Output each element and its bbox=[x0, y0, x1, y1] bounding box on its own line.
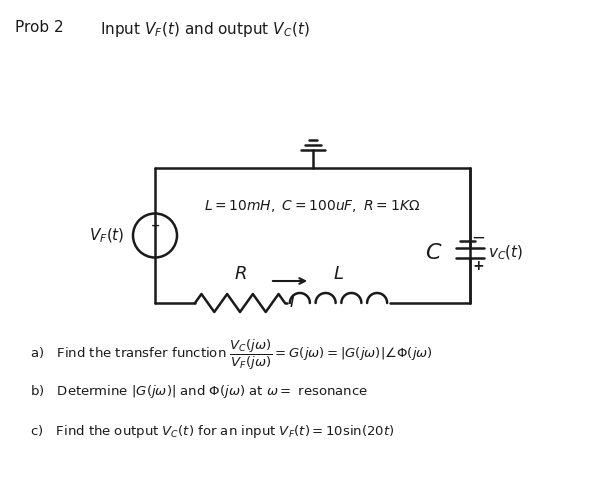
Text: $V_F(t)$: $V_F(t)$ bbox=[89, 226, 125, 245]
Text: Input $V_F(t)$ and output $V_C(t)$: Input $V_F(t)$ and output $V_C(t)$ bbox=[100, 20, 309, 39]
Text: $C$: $C$ bbox=[425, 243, 442, 263]
Text: $I$: $I$ bbox=[289, 293, 295, 311]
Text: −: − bbox=[471, 229, 485, 247]
Text: +: + bbox=[151, 220, 161, 230]
Text: $L=10mH,\ C=100uF,\ R=1K\Omega$: $L=10mH,\ C=100uF,\ R=1K\Omega$ bbox=[204, 198, 421, 214]
Text: b) Determine $|G(j\omega)|$ and $\Phi(j\omega)$ at $\omega =$ resonance: b) Determine $|G(j\omega)|$ and $\Phi(j\… bbox=[30, 383, 368, 400]
Text: Prob 2: Prob 2 bbox=[15, 20, 64, 35]
Text: $v_C(t)$: $v_C(t)$ bbox=[488, 244, 524, 262]
Text: $R$: $R$ bbox=[234, 265, 246, 283]
Text: +: + bbox=[472, 259, 484, 273]
Text: a) Find the transfer function $\dfrac{V_C(j\omega)}{V_F(j\omega)} = G(j\omega) =: a) Find the transfer function $\dfrac{V_… bbox=[30, 338, 433, 372]
Text: c) Find the output $V_C(t)$ for an input $V_F(t) = 10\sin(20t)$: c) Find the output $V_C(t)$ for an input… bbox=[30, 423, 394, 440]
Text: $L$: $L$ bbox=[333, 265, 344, 283]
